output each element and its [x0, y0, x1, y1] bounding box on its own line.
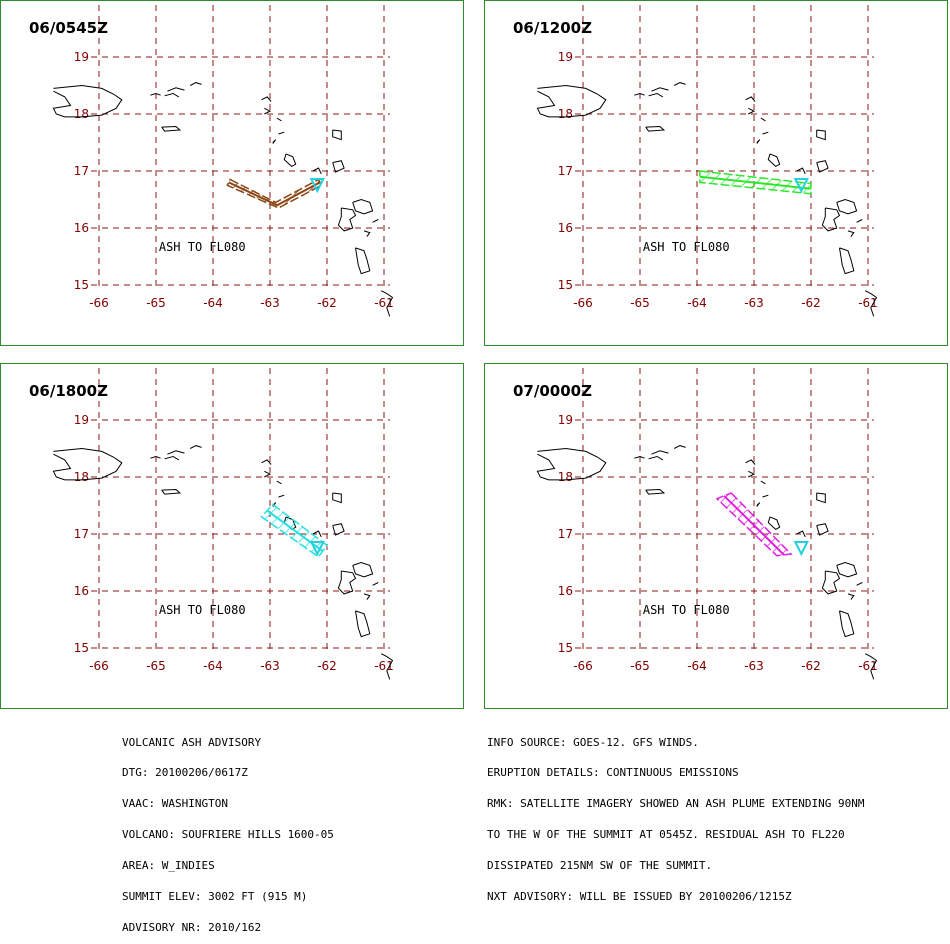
lon-tick-label: -65	[630, 296, 650, 310]
lon-tick-label: -61	[374, 296, 394, 310]
panel-time-2: 06/1200Z	[513, 19, 592, 37]
advisory-line: AREA: W_INDIES	[122, 859, 215, 873]
advisory-line: RMK: SATELLITE IMAGERY SHOWED AN ASH PLU…	[487, 797, 865, 811]
volcano-triangle-icon	[309, 540, 325, 557]
advisory-line: VOLCANIC ASH ADVISORY	[122, 735, 262, 749]
lon-tick-label: -63	[744, 659, 764, 673]
lon-tick-label: -62	[317, 296, 337, 310]
lon-tick-label: -62	[317, 659, 337, 673]
lon-tick-label: -63	[744, 296, 764, 310]
lon-tick-label: -62	[801, 296, 821, 310]
advisory-info-left: VOLCANIC ASH ADVISORY DTG: 20100206/0617…	[122, 717, 334, 944]
lon-tick-label: -64	[203, 296, 223, 310]
ash-level-label: ASH TO FL080	[159, 240, 246, 254]
graticule	[575, 5, 874, 291]
lat-tick-label: 16	[558, 221, 573, 235]
lon-tick-label: -66	[573, 296, 593, 310]
ash-level-label: ASH TO FL080	[643, 240, 730, 254]
coastline	[52, 82, 394, 317]
ash-level-label: ASH TO FL080	[159, 603, 246, 617]
panel-time-3: 06/1800Z	[29, 382, 108, 400]
lat-tick-label: 18	[74, 470, 89, 484]
lon-tick-label: -62	[801, 659, 821, 673]
lon-tick-label: -64	[687, 296, 707, 310]
advisory-line: ERUPTION DETAILS: CONTINUOUS EMISSIONS	[487, 766, 739, 780]
graticule	[575, 368, 874, 654]
advisory-line: ADVISORY NR: 2010/162	[122, 920, 262, 934]
lat-tick-label: 17	[74, 527, 89, 541]
panel-3: -66 -65 -64 -63 -62 -61 19 18 17 16 15 ASH TO FL080…	[0, 363, 464, 709]
lat-tick-label: 15	[74, 278, 89, 292]
coastline	[536, 445, 878, 680]
advisory-line: TO THE W OF THE SUMMIT AT 0545Z. RESIDUA…	[487, 828, 845, 842]
lat-tick-label: 17	[558, 164, 573, 178]
lon-tick-label: -65	[146, 659, 166, 673]
lat-tick-label: 18	[74, 107, 89, 121]
lat-tick-label: 15	[558, 641, 573, 655]
advisory-line: DISSIPATED 215NM SW OF THE SUMMIT.	[487, 859, 713, 873]
advisory-line: INFO SOURCE: GOES-12. GFS WINDS.	[487, 735, 699, 749]
lon-tick-label: -64	[687, 659, 707, 673]
advisory-info-right: INFO SOURCE: GOES-12. GFS WINDS. ERUPTIO…	[487, 717, 865, 913]
advisory-line: VAAC: WASHINGTON	[122, 797, 228, 811]
lon-tick-label: -64	[203, 659, 223, 673]
ash-level-label: ASH TO FL080	[643, 603, 730, 617]
lat-tick-label: 16	[74, 221, 89, 235]
lon-tick-label: -66	[573, 659, 593, 673]
panel-time-4: 07/0000Z	[513, 382, 592, 400]
lat-tick-label: 17	[558, 527, 573, 541]
lat-tick-label: 19	[558, 413, 573, 427]
lat-tick-label: 19	[74, 413, 89, 427]
panel-1: -66 -65 -64 -63 -62 -61 19 18 17 16 15 ASH TO FL080…	[0, 0, 464, 346]
advisory-line: DTG: 20100206/0617Z	[122, 766, 248, 780]
lat-tick-label: 16	[74, 584, 89, 598]
lat-tick-label: 15	[558, 278, 573, 292]
advisory-line: NXT ADVISORY: WILL BE ISSUED BY 20100206…	[487, 890, 792, 904]
lat-tick-label: 19	[558, 50, 573, 64]
graticule	[91, 5, 390, 291]
lon-tick-label: -61	[858, 296, 878, 310]
map-2: -66 -65 -64 -63 -62 -61 19 18 17 16 15 ASH TO FL080	[536, 5, 878, 317]
lon-tick-label: -66	[89, 659, 109, 673]
lon-tick-label: -66	[89, 296, 109, 310]
panel-time-1: 06/0545Z	[29, 19, 108, 37]
map-3: -66 -65 -64 -63 -62 -61 19 18 17 16 15 ASH TO FL080	[52, 368, 394, 680]
ash-cloud-area	[226, 178, 323, 209]
lon-tick-label: -61	[858, 659, 878, 673]
lat-tick-label: 15	[74, 641, 89, 655]
volcano-triangle-icon	[793, 540, 809, 557]
volcano-triangle-icon	[793, 177, 809, 194]
panel-4: -66 -65 -64 -63 -62 -61 19 18 17 16 15 ASH TO FL080…	[484, 363, 948, 709]
lon-tick-label: -63	[260, 296, 280, 310]
graticule	[91, 368, 390, 654]
map-1: -66 -65 -64 -63 -62 -61 19 18 17 16 15 ASH TO FL080	[52, 5, 394, 317]
map-4: -66 -65 -64 -63 -62 -61 19 18 17 16 15 ASH TO FL080	[536, 368, 878, 680]
advisory-line: SUMMIT ELEV: 3002 FT (915 M)	[122, 890, 308, 904]
panel-2: -66 -65 -64 -63 -62 -61 19 18 17 16 15 ASH TO FL080…	[484, 0, 948, 346]
lon-tick-label: -65	[146, 296, 166, 310]
coastline	[536, 82, 878, 317]
volcano-triangle-icon	[309, 177, 325, 194]
lon-tick-label: -65	[630, 659, 650, 673]
lon-tick-label: -63	[260, 659, 280, 673]
lon-tick-label: -61	[374, 659, 394, 673]
lat-tick-label: 16	[558, 584, 573, 598]
lat-tick-label: 17	[74, 164, 89, 178]
lat-tick-label: 18	[558, 470, 573, 484]
lat-tick-label: 19	[74, 50, 89, 64]
lat-tick-label: 18	[558, 107, 573, 121]
advisory-line: VOLCANO: SOUFRIERE HILLS 1600-05	[122, 828, 334, 842]
coastline	[52, 445, 394, 680]
